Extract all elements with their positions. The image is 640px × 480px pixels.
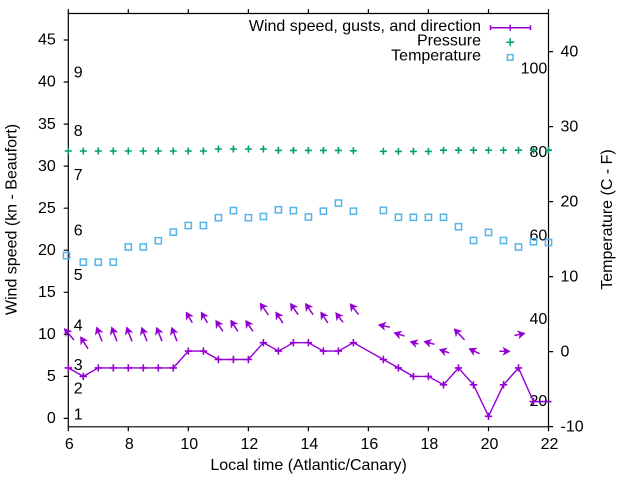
svg-text:1: 1 — [74, 406, 83, 423]
svg-text:Wind speed, gusts, and directi: Wind speed, gusts, and direction — [249, 18, 481, 35]
svg-text:10: 10 — [180, 436, 198, 453]
svg-text:8: 8 — [125, 436, 134, 453]
svg-text:5: 5 — [47, 368, 56, 385]
svg-text:16: 16 — [361, 436, 379, 453]
svg-text:5: 5 — [74, 267, 83, 284]
svg-text:10: 10 — [38, 326, 56, 343]
svg-text:10: 10 — [561, 269, 579, 286]
svg-text:80: 80 — [530, 144, 548, 161]
svg-text:6: 6 — [74, 222, 83, 239]
svg-text:40: 40 — [38, 74, 56, 91]
svg-text:2: 2 — [74, 380, 83, 397]
svg-text:Local time (Atlantic/Canary): Local time (Atlantic/Canary) — [210, 457, 407, 474]
svg-text:0: 0 — [47, 410, 56, 427]
svg-text:Temperature: Temperature — [391, 47, 481, 64]
svg-text:20: 20 — [481, 436, 499, 453]
svg-text:15: 15 — [38, 284, 56, 301]
svg-text:7: 7 — [74, 167, 83, 184]
svg-text:Pressure: Pressure — [417, 33, 481, 50]
svg-text:4: 4 — [74, 317, 83, 334]
svg-text:100: 100 — [521, 60, 548, 77]
svg-text:20: 20 — [38, 242, 56, 259]
svg-text:40: 40 — [530, 311, 548, 328]
svg-text:45: 45 — [38, 32, 56, 49]
svg-text:60: 60 — [530, 228, 548, 245]
svg-text:3: 3 — [74, 357, 83, 374]
svg-text:40: 40 — [561, 44, 579, 61]
svg-text:20: 20 — [561, 194, 579, 211]
svg-text:9: 9 — [74, 64, 83, 81]
svg-text:Temperature (C - F): Temperature (C - F) — [599, 149, 616, 289]
svg-text:30: 30 — [38, 158, 56, 175]
svg-text:22: 22 — [541, 436, 559, 453]
svg-text:12: 12 — [241, 436, 259, 453]
svg-text:0: 0 — [561, 344, 570, 361]
svg-text:8: 8 — [74, 123, 83, 140]
svg-text:6: 6 — [65, 436, 74, 453]
svg-text:25: 25 — [38, 200, 56, 217]
svg-text:Wind speed (kn - Beaufort): Wind speed (kn - Beaufort) — [4, 124, 21, 315]
svg-text:35: 35 — [38, 116, 56, 133]
svg-text:14: 14 — [301, 436, 319, 453]
svg-text:30: 30 — [561, 119, 579, 136]
svg-text:18: 18 — [421, 436, 439, 453]
svg-text:-10: -10 — [561, 419, 584, 436]
